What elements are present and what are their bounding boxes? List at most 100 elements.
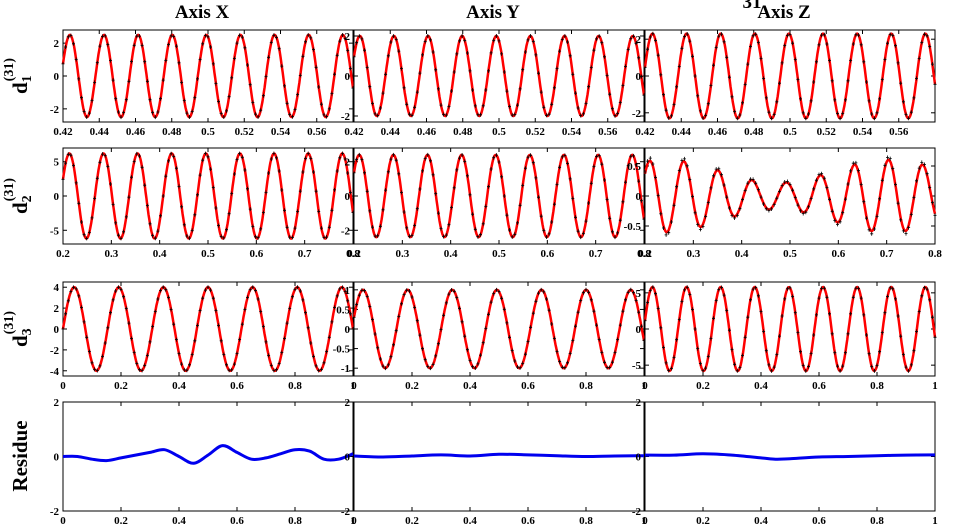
x-tick-label: 0.44 (672, 126, 692, 138)
measured-points (352, 34, 646, 118)
column-title-3: Axis Z (757, 2, 810, 23)
y-tick-label: -2 (50, 345, 60, 357)
x-tick-label: 0.6 (540, 248, 554, 260)
x-tick-label: 0 (60, 515, 66, 527)
subplot-r4-c1: 0 0.2 0.4 0.6 0.8 120-2 (50, 397, 356, 527)
y-tick-label: 0 (636, 191, 642, 203)
y-tick-label: 1 (345, 285, 351, 297)
x-tick-label: 0.4 (444, 248, 458, 260)
y-tick-label: -2 (632, 506, 642, 518)
svg-text:d3(31): d3(31) (2, 311, 35, 347)
measured-points (61, 33, 355, 120)
y-tick-label: 0 (345, 191, 351, 203)
x-tick-label: 0.8 (288, 515, 302, 527)
subplot-r3-c3: 0 0.2 0.4 0.6 0.8 150-5 (632, 281, 938, 392)
x-tick-label: 0.7 (880, 248, 894, 260)
fit-curve (352, 288, 646, 370)
y-tick-label: -2 (341, 111, 351, 123)
residue-curve (644, 452, 936, 461)
y-tick-label: 2 (636, 34, 642, 46)
x-tick-label: 0.8 (928, 248, 942, 260)
x-tick-label: 0.2 (696, 380, 710, 392)
fit-curve (352, 153, 646, 239)
x-tick-label: 1 (350, 515, 356, 527)
y-tick-label: 0.5 (336, 304, 350, 316)
x-tick-label: 0 (351, 515, 357, 527)
x-tick-label: 0.6 (230, 380, 244, 392)
fit-curve (643, 32, 937, 120)
x-tick-label: 0.2 (696, 515, 710, 527)
x-tick-label: 0.52 (817, 126, 837, 138)
subplot-r2-c1: 0.2 0.3 0.4 0.5 0.6 0.7 0.8 5 0 -5 (50, 147, 360, 260)
column-title-2: Axis Y (466, 2, 520, 23)
y-tick-label: -2 (632, 108, 642, 120)
y-tick-label: 0 (636, 452, 642, 464)
x-tick-label: 0.2 (638, 248, 652, 260)
x-tick-label: 0.2 (347, 248, 361, 260)
x-tick-label: 0.4 (172, 515, 186, 527)
subplot-r1-c3: 0.42 0.44 0.46 0.48 0.5 0.52 0.54 0.56 2 0 -2 (632, 29, 937, 138)
y-tick-label: -5 (632, 360, 642, 372)
axes-frame (644, 29, 936, 123)
x-tick-label: 0.46 (417, 126, 437, 138)
fit-curve (61, 33, 355, 119)
y-tick-label: -4 (50, 366, 60, 378)
x-tick-label: 0.5 (783, 126, 797, 138)
y-tick-label: 2 (636, 397, 642, 409)
y-tick-label: -1 (341, 363, 350, 375)
x-tick-label: 0.6 (521, 380, 535, 392)
x-tick-label: 1 (350, 380, 356, 392)
x-tick-label: 0.3 (686, 248, 700, 260)
x-tick-label: 0.44 (381, 126, 401, 138)
x-tick-label: 0.7 (589, 248, 603, 260)
subplot-r4-c2: 0 0.2 0.4 0.6 0.8 120-2 (341, 397, 647, 527)
x-tick-label: 0.8 (346, 248, 360, 260)
svg-text:d1(31): d1(31) (2, 58, 35, 94)
y-tick-label: 0 (54, 191, 60, 203)
svg-text:d2(31): d2(31) (2, 178, 35, 214)
residue-curve (62, 444, 354, 465)
row-label-2: d2(31) (2, 178, 35, 214)
axes-frame (644, 281, 936, 377)
x-tick-label: 0.5 (492, 126, 506, 138)
x-tick-label: 0.54 (562, 126, 582, 138)
x-tick-label: 0.46 (126, 126, 146, 138)
measured-points (352, 152, 646, 240)
x-tick-label: 0.5 (201, 248, 215, 260)
measured-points (643, 31, 937, 121)
x-tick-label: 0.8 (870, 515, 884, 527)
fit-curve (61, 285, 355, 373)
y-tick-label: 2 (54, 303, 60, 315)
measured-points (61, 151, 355, 241)
x-tick-label: 0.4 (754, 380, 768, 392)
x-tick-label: 0.6 (812, 380, 826, 392)
measured-points (643, 285, 937, 373)
column-title-1: Axis X (175, 2, 230, 23)
y-tick-label: 0 (54, 452, 60, 464)
x-tick-label: 0.54 (271, 126, 291, 138)
x-tick-label: 0.42 (53, 126, 73, 138)
fit-curve (352, 34, 646, 118)
x-tick-label: 0 (351, 380, 357, 392)
row-label-3: d3(31) (2, 311, 35, 347)
y-tick-label: 0 (345, 452, 351, 464)
x-tick-label: 0 (60, 380, 66, 392)
x-tick-label: 1 (932, 380, 938, 392)
y-tick-label: -2 (341, 506, 351, 518)
x-tick-label: 0.48 (162, 126, 182, 138)
x-tick-label: 0.8 (288, 380, 302, 392)
x-tick-label: 0.2 (405, 515, 419, 527)
subplot-r3-c2: 0 0.2 0.4 0.6 0.8 1 1 0.5 0 -0.5 -1 (333, 281, 647, 392)
subplot-r1-c2: 0.42 0.44 0.46 0.48 0.5 0.52 0.54 0.56 2 0 -2 (341, 29, 646, 138)
x-tick-label: 0.7 (298, 248, 312, 260)
x-tick-label: 0.8 (637, 248, 651, 260)
x-tick-label: 0.2 (56, 248, 70, 260)
y-tick-label: 2 (54, 38, 60, 50)
x-tick-label: 0.56 (889, 126, 909, 138)
x-tick-label: 1 (641, 515, 647, 527)
y-tick-label: 0 (636, 71, 642, 83)
x-tick-label: 0.44 (90, 126, 110, 138)
stray-label: 31 (743, 0, 762, 13)
x-tick-label: 0.4 (463, 515, 477, 527)
